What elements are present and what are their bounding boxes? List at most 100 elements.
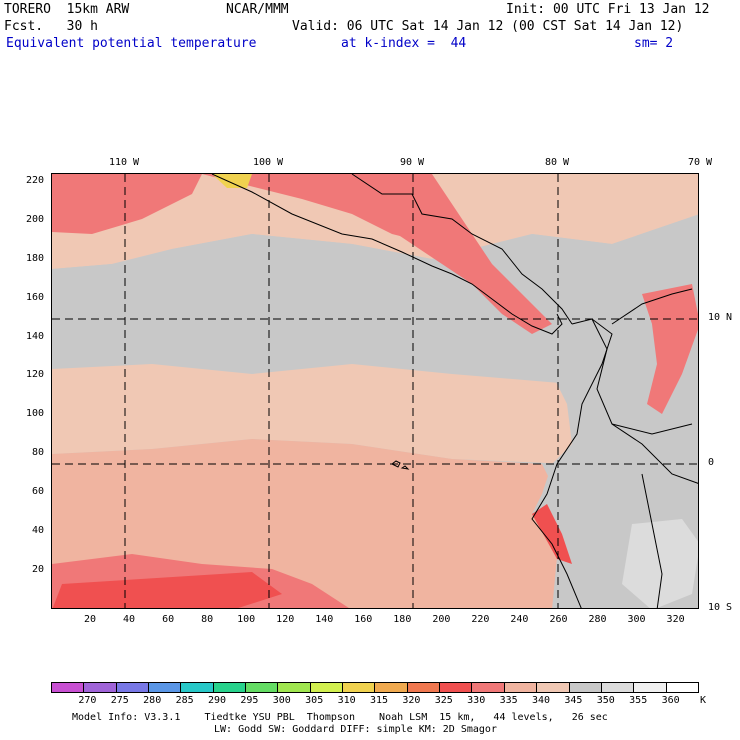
forecast-hour: Fcst. 30 h bbox=[4, 19, 98, 34]
field-hot-spot-north bbox=[212, 174, 252, 188]
x-tick-label: 100 bbox=[237, 614, 256, 625]
coastline-caribbean bbox=[351, 174, 573, 325]
colorbar-swatch bbox=[375, 683, 408, 692]
colorbar-swatch bbox=[310, 683, 344, 692]
colorbar-swatch bbox=[52, 683, 85, 692]
border-line-2 bbox=[611, 423, 693, 435]
colorbar-level-label: 290 bbox=[207, 695, 227, 706]
field-name: Equivalent potential temperature bbox=[6, 36, 257, 51]
field-band-equator-340 bbox=[52, 364, 572, 464]
colorbar-swatch bbox=[278, 683, 311, 692]
x-tick-label: 260 bbox=[549, 614, 568, 625]
y-tick-label: 40 bbox=[31, 525, 44, 537]
y-tick-label: 60 bbox=[31, 486, 44, 498]
x-tick-label: 220 bbox=[471, 614, 490, 625]
source-label: NCAR/MMM bbox=[226, 2, 289, 17]
lat-lon-grid bbox=[52, 174, 698, 608]
model-info: Model Info: V3.3.1 Tiedtke YSU PBL Thomp… bbox=[72, 712, 608, 723]
coastlines bbox=[211, 174, 698, 608]
lon-label: 90 W bbox=[399, 157, 425, 168]
colorbar-level-label: 275 bbox=[110, 695, 129, 706]
colorbar-level-label: 360 bbox=[661, 695, 680, 706]
land-central-america bbox=[322, 174, 552, 334]
colorbar-swatch bbox=[246, 683, 279, 692]
x-tick-label: 300 bbox=[627, 614, 646, 625]
colorbar-swatch bbox=[440, 683, 473, 692]
x-tick-label: 180 bbox=[393, 614, 412, 625]
y-tick-label: 180 bbox=[25, 252, 44, 264]
colorbar-level-label: 350 bbox=[596, 695, 615, 706]
colorbar bbox=[51, 682, 699, 693]
x-tick-label: 200 bbox=[432, 614, 451, 625]
colorbar-swatch bbox=[569, 683, 602, 692]
colorbar-swatch bbox=[116, 683, 150, 692]
colorbar-swatch bbox=[213, 683, 247, 692]
colorbar-swatch bbox=[84, 683, 117, 692]
x-tick-label: 320 bbox=[666, 614, 685, 625]
colorbar-level-label: 300 bbox=[272, 695, 291, 706]
colorbar-swatch bbox=[601, 683, 635, 692]
x-tick-label: 40 bbox=[123, 614, 136, 625]
x-tick-label: 240 bbox=[510, 614, 529, 625]
colorbar-swatch bbox=[634, 683, 667, 692]
colorbar-swatch bbox=[537, 683, 570, 692]
colorbar-swatch bbox=[343, 683, 376, 692]
y-tick-label: 160 bbox=[25, 291, 44, 303]
colorbar-level-label: 295 bbox=[240, 695, 259, 706]
x-tick-label: 160 bbox=[354, 614, 373, 625]
field-andes-warm bbox=[642, 284, 698, 414]
smoothing: sm= 2 bbox=[634, 36, 674, 51]
lat-label: 10 N bbox=[708, 312, 733, 323]
coastline-colombia-north bbox=[611, 288, 693, 325]
colorbar-swatch bbox=[149, 683, 182, 692]
colorbar-level-label: 345 bbox=[564, 695, 583, 706]
border-line-3 bbox=[641, 473, 663, 608]
colorbar-level-label: 355 bbox=[629, 695, 648, 706]
x-tick-label: 80 bbox=[201, 614, 214, 625]
field-band-north-330 bbox=[52, 174, 202, 234]
field-south-strip-325 bbox=[52, 572, 282, 608]
colorbar-level-label: 270 bbox=[78, 695, 97, 706]
colorbar-level-label: 280 bbox=[143, 695, 162, 706]
coastline-south-america bbox=[531, 318, 613, 608]
colorbar-level-label: 315 bbox=[369, 695, 389, 706]
field-peru-coast-warm bbox=[532, 504, 572, 564]
galapagos bbox=[391, 460, 410, 470]
x-tick-label: 20 bbox=[84, 614, 97, 625]
y-tick-label: 20 bbox=[31, 564, 44, 576]
colorbar-swatch bbox=[504, 683, 538, 692]
y-tick-label: 220 bbox=[25, 174, 44, 186]
colorbar-swatch bbox=[181, 683, 214, 692]
colorbar-level-label: 305 bbox=[305, 695, 324, 706]
y-tick-label: 140 bbox=[25, 330, 44, 342]
lat-label: 10 S bbox=[708, 602, 733, 613]
lat-label: 0 bbox=[708, 457, 715, 468]
coastline-mexico bbox=[211, 174, 453, 275]
y-tick-label: 120 bbox=[25, 369, 44, 381]
x-tick-label: 280 bbox=[588, 614, 607, 625]
coastline-central-america bbox=[451, 273, 563, 335]
colorbar-unit: K bbox=[699, 695, 707, 706]
colorbar-level-label: 320 bbox=[402, 695, 421, 706]
init-time: Init: 00 UTC Fri 13 Jan 12 bbox=[506, 2, 710, 17]
colorbar-level-label: 335 bbox=[499, 695, 518, 706]
colorbar-level-label: 330 bbox=[467, 695, 486, 706]
valid-time: Valid: 06 UTC Sat 14 Jan 12 (00 CST Sat … bbox=[292, 19, 684, 34]
colorbar-swatch bbox=[407, 683, 441, 692]
theta-e-field bbox=[52, 174, 698, 608]
lon-label: 100 W bbox=[252, 157, 284, 168]
map-panel bbox=[51, 173, 699, 609]
lon-label: 80 W bbox=[544, 157, 570, 168]
y-tick-label: 200 bbox=[25, 213, 44, 225]
x-tick-label: 120 bbox=[276, 614, 295, 625]
level-index: at k-index = 44 bbox=[341, 36, 467, 51]
colorbar-level-label: 310 bbox=[337, 695, 356, 706]
lon-label: 70 W bbox=[687, 157, 713, 168]
colorbar-level-label: 340 bbox=[531, 695, 551, 706]
lon-label: 110 W bbox=[108, 157, 140, 168]
y-tick-label: 100 bbox=[25, 408, 44, 420]
x-tick-label: 60 bbox=[162, 614, 175, 625]
x-tick-label: 140 bbox=[315, 614, 334, 625]
colorbar-swatch bbox=[472, 683, 505, 692]
colorbar-swatch bbox=[666, 683, 698, 692]
